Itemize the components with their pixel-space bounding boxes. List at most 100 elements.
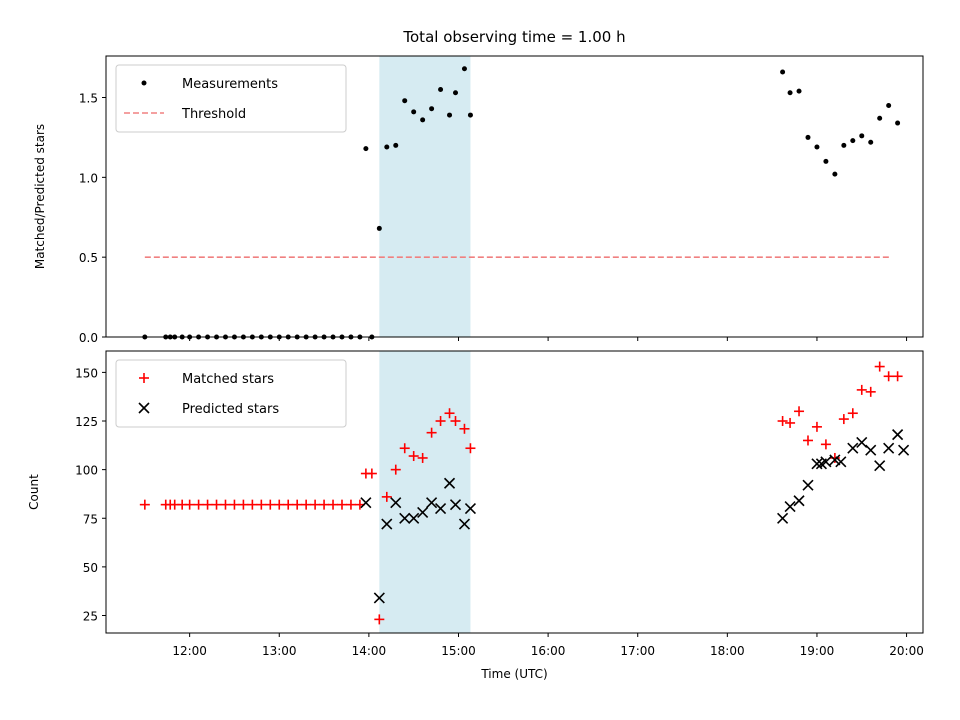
data-point	[274, 499, 285, 510]
data-point	[892, 371, 903, 382]
data-point	[393, 142, 399, 148]
x-tick-label: 16:00	[531, 644, 566, 658]
data-point	[780, 69, 786, 75]
data-point	[184, 499, 195, 510]
chart-title: Total observing time = 1.00 h	[402, 28, 625, 46]
legend: Matched stars Predicted stars	[115, 359, 347, 428]
data-point	[301, 499, 312, 510]
y-tick-label: 125	[75, 415, 98, 429]
data-point	[823, 158, 829, 164]
data-point	[381, 518, 393, 530]
data-point	[850, 138, 856, 144]
data-point	[139, 499, 150, 510]
data-point	[883, 442, 895, 454]
data-point	[787, 90, 793, 96]
data-point	[835, 456, 847, 468]
data-point	[435, 416, 446, 427]
data-point	[811, 421, 822, 432]
data-point	[374, 614, 385, 625]
legend-swatch	[139, 373, 149, 383]
x-tick-label: 15:00	[441, 644, 476, 658]
data-point	[841, 142, 847, 148]
legend: Measurements Threshold	[115, 64, 347, 133]
data-point	[399, 443, 410, 454]
data-point	[426, 427, 437, 438]
data-point	[238, 499, 249, 510]
data-point	[796, 88, 802, 94]
axes-frame	[105, 55, 924, 338]
data-point	[465, 443, 476, 454]
shaded-observing-window	[379, 56, 471, 337]
data-point	[838, 414, 849, 425]
legend-box	[115, 359, 347, 428]
data-point	[220, 499, 231, 510]
x-tick-label: 20:00	[889, 644, 924, 658]
data-point	[898, 444, 910, 456]
data-point	[411, 109, 417, 115]
data-point	[202, 499, 213, 510]
legend-swatch	[141, 80, 147, 86]
data-point	[336, 499, 347, 510]
data-point	[211, 499, 222, 510]
y-tick-label: 25	[83, 609, 98, 623]
data-point	[450, 416, 461, 427]
data-point	[458, 518, 471, 530]
axes-frame	[105, 350, 924, 634]
y-axis-label: Matched/Predicted stars	[33, 124, 47, 269]
data-point	[856, 384, 867, 395]
x-tick-label: 13:00	[262, 644, 297, 658]
shaded-observing-window	[379, 351, 471, 633]
data-point	[777, 416, 788, 427]
data-point	[381, 491, 392, 502]
data-point	[859, 133, 865, 139]
data-point	[373, 592, 385, 604]
data-point	[366, 468, 377, 479]
y-tick-label: 150	[75, 366, 98, 380]
y-tick-label: 1.0	[79, 171, 98, 185]
y-tick-label: 100	[75, 464, 98, 478]
data-point	[193, 499, 204, 510]
data-point	[777, 512, 789, 524]
data-point	[265, 499, 276, 510]
data-point	[390, 497, 402, 509]
data-point	[811, 458, 823, 470]
data-point	[829, 454, 841, 466]
data-point	[420, 117, 426, 123]
data-point	[444, 408, 455, 419]
data-point	[793, 495, 805, 507]
y-axis-label: Count	[27, 474, 41, 510]
series-predicted-stars	[360, 429, 910, 604]
legend-entry: Predicted stars	[138, 402, 279, 417]
legend-label: Predicted stars	[182, 402, 279, 417]
data-point	[453, 90, 459, 96]
data-point	[802, 435, 813, 446]
y-tick-label: 1.5	[79, 92, 98, 106]
data-point	[429, 106, 435, 112]
legend-entry: Measurements	[141, 77, 278, 92]
data-point	[785, 417, 796, 428]
x-tick-label: 12:00	[172, 644, 207, 658]
data-point	[820, 439, 831, 450]
data-point	[874, 361, 885, 372]
legend-entry: Matched stars	[139, 372, 274, 387]
series-matched-stars	[139, 361, 903, 625]
data-point	[292, 499, 303, 510]
data-point	[829, 452, 840, 463]
y-tick-label: 75	[83, 512, 98, 526]
legend-entry: Threshold	[124, 107, 246, 122]
data-point	[426, 497, 438, 509]
data-point	[886, 102, 892, 108]
data-point	[384, 144, 390, 150]
data-point	[360, 497, 372, 509]
data-point	[449, 499, 462, 511]
data-point	[802, 479, 814, 491]
data-point	[402, 98, 408, 104]
x-axis-label: Time (UTC)	[480, 667, 547, 681]
data-point	[438, 87, 444, 93]
data-point	[319, 499, 330, 510]
data-point	[447, 112, 453, 118]
data-point	[877, 115, 883, 121]
data-point	[417, 452, 428, 463]
data-point	[443, 477, 456, 489]
data-point	[464, 502, 477, 515]
